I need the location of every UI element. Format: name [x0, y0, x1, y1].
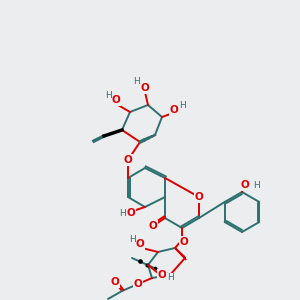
Text: H: H	[105, 91, 111, 100]
Text: O: O	[169, 105, 178, 115]
Text: H: H	[118, 208, 125, 217]
Text: O: O	[124, 155, 132, 165]
Text: H: H	[167, 274, 173, 283]
Text: H: H	[134, 77, 140, 86]
Text: H: H	[180, 101, 186, 110]
Text: O: O	[134, 279, 142, 289]
Text: H: H	[129, 235, 135, 244]
Text: O: O	[111, 277, 119, 287]
Text: O: O	[141, 83, 149, 93]
Text: O: O	[241, 180, 249, 190]
Text: O: O	[158, 270, 166, 280]
Text: O: O	[127, 208, 135, 218]
Text: O: O	[180, 237, 188, 247]
Text: O: O	[148, 221, 158, 231]
Polygon shape	[175, 248, 186, 260]
Text: H: H	[253, 181, 260, 190]
Text: O: O	[136, 239, 144, 249]
Text: O: O	[195, 192, 203, 202]
Text: O: O	[112, 95, 120, 105]
